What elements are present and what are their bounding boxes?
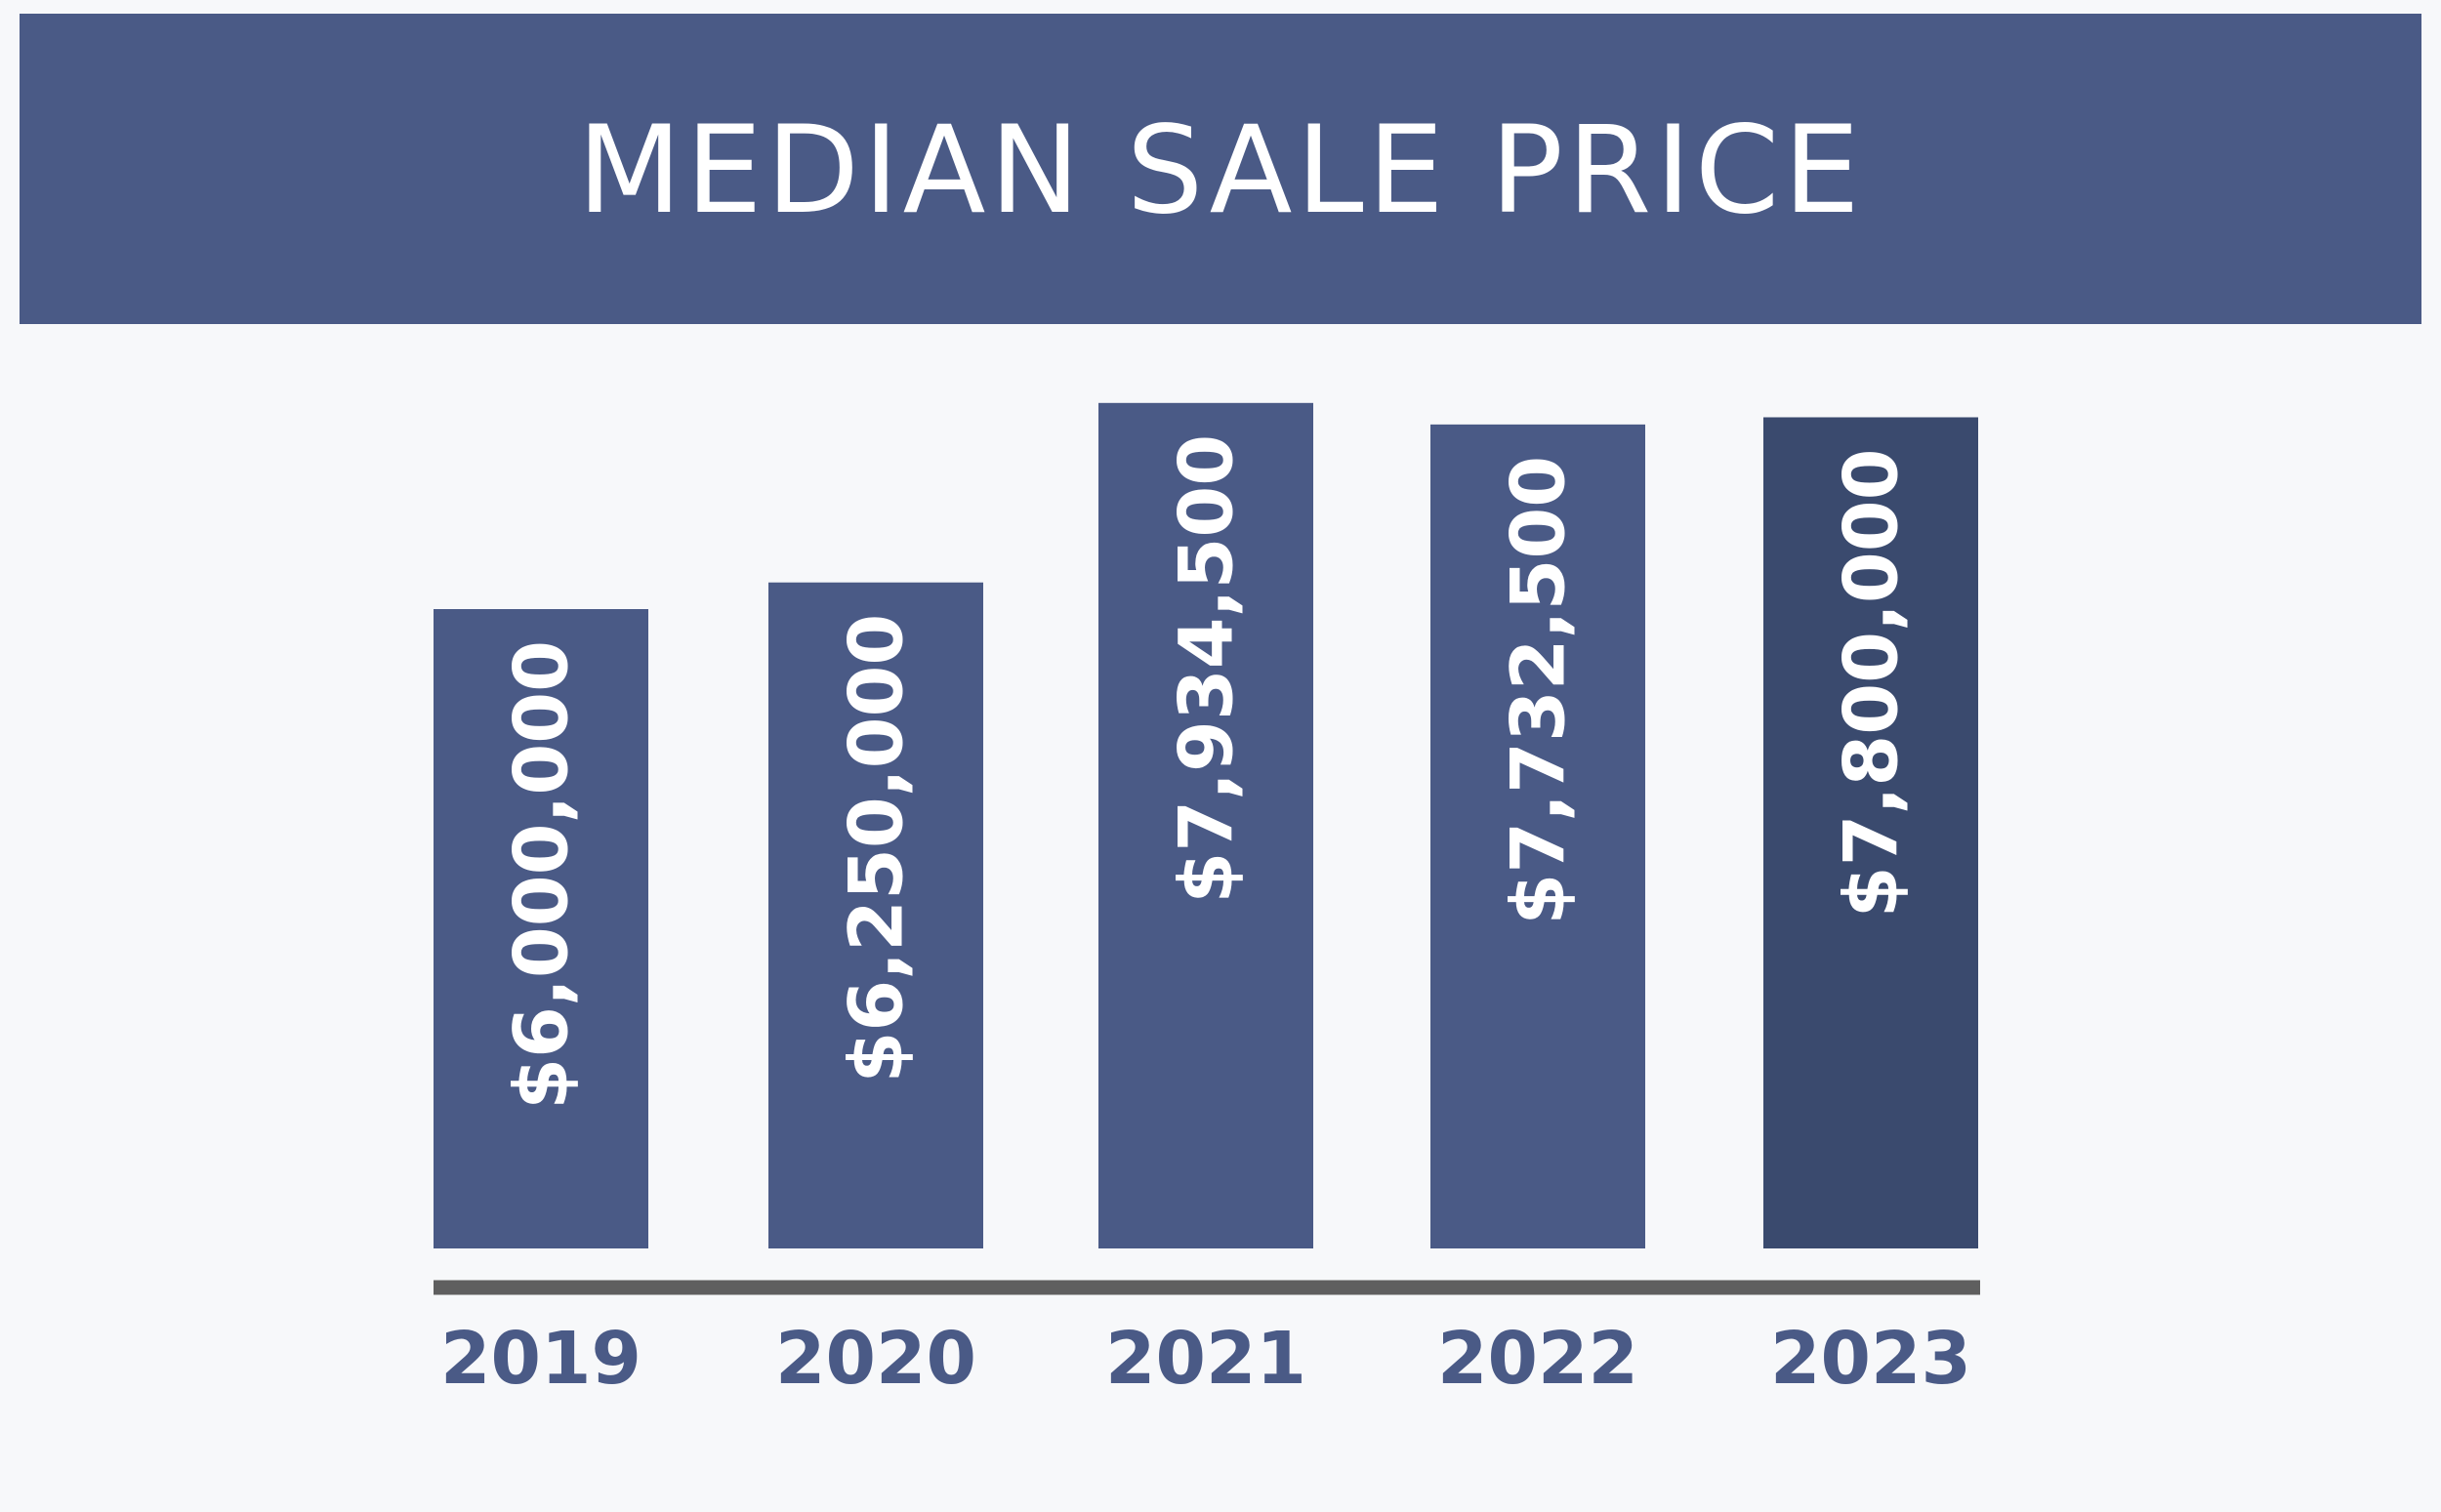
bar-2023 — [1763, 417, 1978, 1248]
x-tick-label-2020: 2020 — [775, 1317, 976, 1401]
bar-value-label-2021: $7,934,500 — [1163, 434, 1250, 904]
ticks-layer: 2019 2020 2021 2022 2023 — [440, 1317, 1971, 1401]
bars-layer: $6,000,000 $6,250,000 $7,934,500 $7,732,500… — [434, 402, 1978, 1248]
bar-2022 — [1430, 424, 1645, 1248]
x-tick-label-2021: 2021 — [1105, 1317, 1306, 1401]
bar-value-label-2022: $7,732,500 — [1495, 456, 1582, 925]
chart-title: MEDIAN SALE PRICE — [577, 101, 1864, 241]
bar-value-label-2020: $6,250,000 — [833, 614, 920, 1083]
x-tick-label-2022: 2022 — [1437, 1317, 1638, 1401]
bar-value-label-2019: $6,000,000 — [498, 640, 585, 1110]
bar-2021 — [1098, 402, 1313, 1248]
bar-value-label-2023: $7,800,000 — [1828, 449, 1915, 919]
x-tick-label-2019: 2019 — [440, 1317, 641, 1401]
x-tick-label-2023: 2023 — [1770, 1317, 1971, 1401]
title-banner: MEDIAN SALE PRICE — [20, 14, 2421, 324]
bar-2019 — [434, 609, 648, 1248]
bar-2020 — [768, 582, 983, 1248]
